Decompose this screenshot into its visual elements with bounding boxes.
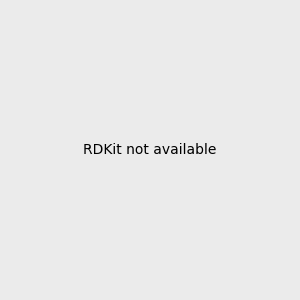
Text: RDKit not available: RDKit not available (83, 143, 217, 157)
